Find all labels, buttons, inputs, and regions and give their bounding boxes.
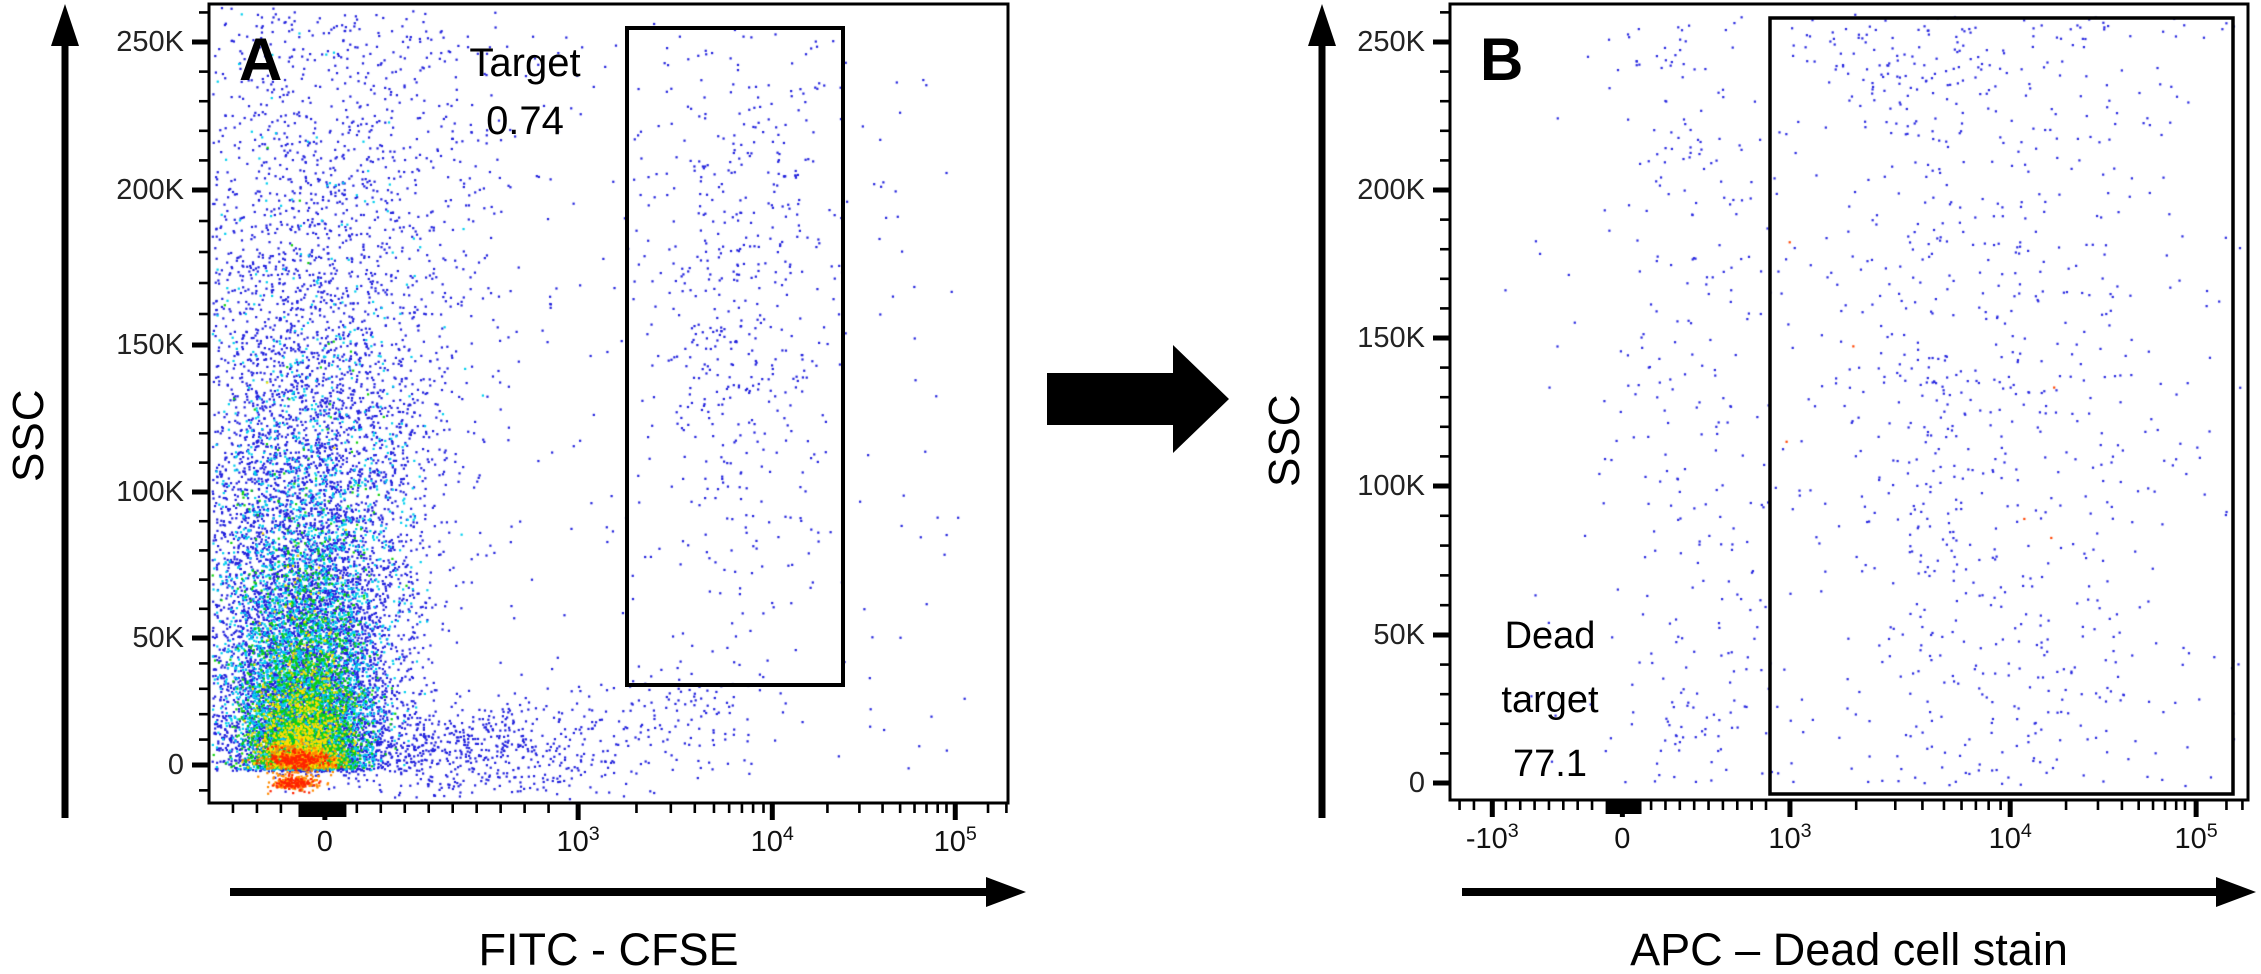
x-tick-label: 105 xyxy=(933,823,977,858)
panel-a-corner-label: A xyxy=(239,26,283,93)
x-tick-label: 104 xyxy=(1988,820,2032,855)
x-tick-label: 103 xyxy=(1768,820,1812,855)
y-tick-label: 200K xyxy=(116,174,184,206)
panel-b-x-axis-label: APC – Dead cell stain xyxy=(1630,924,2068,974)
y-tick-label: 250K xyxy=(116,26,184,59)
panel-b-corner-label: B xyxy=(1480,26,1524,93)
y-tick-label: 150K xyxy=(116,329,184,361)
y-tick-label: 50K xyxy=(132,622,184,654)
panel-a-scatter-canvas xyxy=(211,6,1007,802)
panel-b-ticks xyxy=(1433,11,2244,817)
dead-target-gate xyxy=(1768,16,2235,796)
x-tick-label: 0 xyxy=(316,826,333,858)
y-tick-label: 0 xyxy=(1408,766,1425,799)
panel-a-ticks xyxy=(192,11,1008,820)
y-tick-label: 0 xyxy=(167,748,184,781)
target-gate-percent: 0.74 xyxy=(486,99,564,143)
x-tick-label: 103 xyxy=(556,823,600,858)
y-tick-label: 150K xyxy=(1357,322,1425,354)
target-gate xyxy=(625,26,845,687)
y-tick-label: 250K xyxy=(1357,25,1425,58)
y-tick-label: 50K xyxy=(1373,618,1425,651)
panel-b-x-axis-arrow-icon xyxy=(1462,877,2256,907)
x-tick-label: 104 xyxy=(750,823,794,858)
dead-target-gate-label: Dead target 77.1 xyxy=(1468,604,1632,796)
x-tick-label: 105 xyxy=(2174,820,2218,855)
y-tick-label: 100K xyxy=(1357,469,1425,502)
dead-target-gate-name: Dead target xyxy=(1501,615,1599,721)
target-gate-label: Target 0.74 xyxy=(420,34,630,150)
panel-b-plot-border xyxy=(1448,2,2250,802)
panel-b-y-axis-arrow-icon xyxy=(1308,4,1336,818)
x-tick-label: -103 xyxy=(1465,820,1519,855)
y-tick-label: 200K xyxy=(1357,174,1425,207)
panel-a-x-axis-arrow-icon xyxy=(230,877,1026,907)
x-tick-label: 0 xyxy=(1614,823,1631,855)
panel-a-y-axis-arrow-icon xyxy=(51,4,79,818)
panel-b-scatter-canvas xyxy=(1452,6,2246,798)
flow-step-arrow-icon xyxy=(1047,345,1229,453)
panel-a-y-axis-label: SSC xyxy=(4,388,53,482)
dead-target-gate-percent: 77.1 xyxy=(1513,743,1587,785)
panel-a-x-axis-label: FITC - CFSE xyxy=(478,924,739,974)
target-gate-name: Target xyxy=(469,41,581,85)
y-tick-label: 100K xyxy=(116,476,184,509)
